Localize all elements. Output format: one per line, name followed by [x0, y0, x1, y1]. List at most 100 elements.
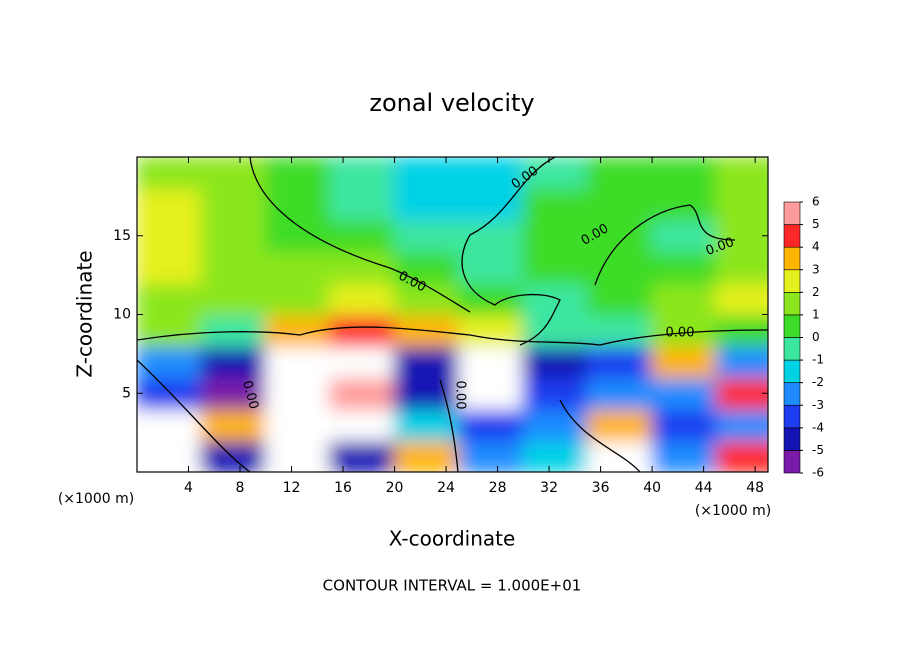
cell: [137, 313, 203, 347]
contour-line: [461, 157, 561, 346]
cell: [457, 282, 525, 316]
x-tick-label: 20: [386, 480, 404, 496]
cell: [457, 187, 525, 221]
contour-label: 0.00: [453, 381, 468, 410]
cell: [715, 376, 768, 410]
x-tick-label: 28: [489, 480, 507, 496]
x-tick-label: 40: [643, 480, 661, 496]
contour-line: [137, 359, 251, 472]
cell: [137, 376, 203, 410]
cell: [200, 408, 267, 442]
cell: [329, 187, 396, 221]
cell: [200, 313, 267, 347]
cell: [264, 345, 332, 379]
cell: [586, 345, 654, 379]
cell: [586, 219, 654, 253]
cell: [457, 250, 525, 284]
cell: [651, 187, 718, 221]
cell: [329, 157, 396, 190]
colorbar-swatch: [783, 337, 801, 361]
x-tick-label: 32: [540, 480, 558, 496]
cell: [651, 313, 718, 347]
x-tick-label: 36: [592, 480, 610, 496]
x-unit-label: (×1000 m): [58, 491, 134, 507]
y-tick-label: 10: [113, 307, 131, 323]
y-tick-label: 5: [122, 385, 131, 401]
cell: [586, 376, 654, 410]
colorbar-tick-label: -3: [812, 398, 824, 412]
cell: [457, 313, 525, 347]
colorbar-swatch: [783, 269, 801, 293]
cell: [329, 439, 396, 472]
cell: [393, 157, 460, 190]
cell: [651, 250, 718, 284]
contour-line: [137, 326, 768, 346]
cell: [651, 408, 718, 442]
cell: [715, 439, 768, 472]
cell: [586, 408, 654, 442]
cell: [457, 157, 525, 190]
x-unit-label: (×1000 m): [695, 503, 771, 519]
cell: [393, 282, 460, 316]
cell: [329, 376, 396, 410]
x-tick-label: 12: [283, 480, 301, 496]
colorbar-tick-label: -6: [812, 466, 824, 480]
cell: [137, 157, 203, 190]
cell: [651, 157, 718, 190]
cell: [393, 345, 460, 379]
cell: [586, 187, 654, 221]
colorbar-swatch: [783, 314, 801, 338]
cell: [393, 376, 460, 410]
cell: [264, 408, 332, 442]
cell: [522, 345, 589, 379]
contour-label: 0.00: [239, 379, 261, 411]
cell: [522, 439, 589, 472]
y-axis-label: Z-coordinate: [73, 250, 97, 377]
x-tick-label: 24: [437, 480, 455, 496]
colorbar-tick-label: 1: [812, 307, 820, 321]
cell: [200, 376, 267, 410]
contour-line: [439, 379, 459, 472]
colorbar-tick-label: -5: [812, 443, 824, 457]
cell: [651, 345, 718, 379]
colorbar-swatch: [783, 201, 801, 225]
cell: [264, 157, 332, 190]
cell: [715, 282, 768, 316]
x-axis-label: X-coordinate: [389, 527, 516, 551]
cell: [137, 250, 203, 284]
cell: [137, 219, 203, 253]
cell: [200, 439, 267, 472]
colorbar-swatch: [783, 292, 801, 316]
field: [137, 157, 768, 472]
contour-line: [594, 204, 736, 286]
cell: [715, 345, 768, 379]
cell: [715, 187, 768, 221]
colorbar-tick-label: 6: [812, 195, 820, 209]
x-tick-label: 44: [695, 480, 713, 496]
colorbar-tick-label: 5: [812, 217, 820, 231]
cell: [264, 187, 332, 221]
cell: [200, 282, 267, 316]
cell: [457, 345, 525, 379]
cell: [329, 282, 396, 316]
contour-line: [249, 157, 471, 313]
cell: [393, 219, 460, 253]
x-tick-label: 16: [334, 480, 352, 496]
cell: [651, 376, 718, 410]
cell: [586, 313, 654, 347]
contour-line: [559, 399, 641, 472]
cell: [137, 187, 203, 221]
y-tick-label: 15: [113, 228, 131, 244]
colorbar-tick-label: 4: [812, 240, 820, 254]
colorbar-tick-label: 0: [812, 330, 820, 344]
cell: [264, 219, 332, 253]
contour-lines: [137, 157, 768, 472]
cell: [522, 376, 589, 410]
cell: [651, 219, 718, 253]
cell: [200, 345, 267, 379]
cell: [137, 282, 203, 316]
cells: [137, 157, 768, 472]
cell: [329, 313, 396, 347]
cell: [715, 157, 768, 190]
